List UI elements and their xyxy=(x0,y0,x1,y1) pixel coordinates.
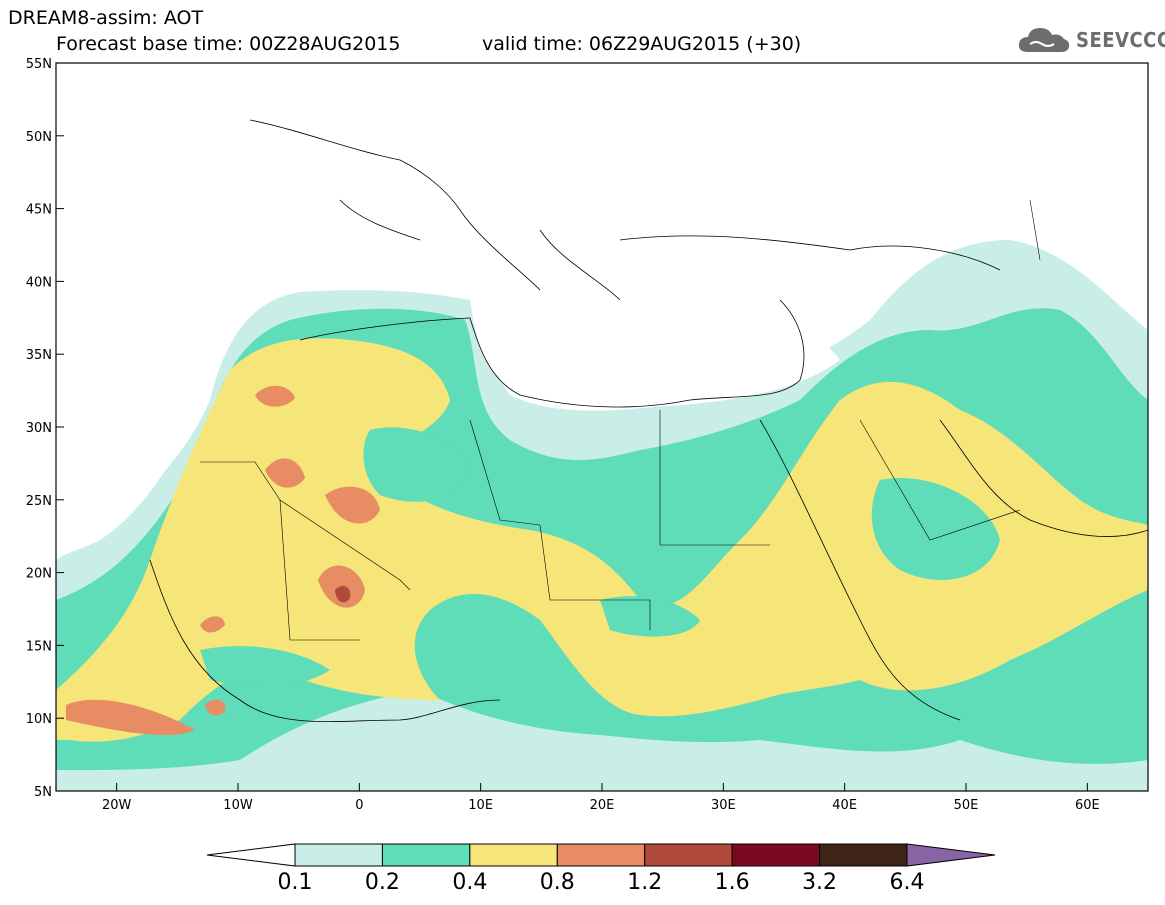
borders xyxy=(200,199,1041,641)
lat-tick-label: 15N xyxy=(26,639,52,654)
aot-band-0.8g xyxy=(205,699,226,716)
lon-tick-label: 30E xyxy=(711,798,736,813)
aot-band-0.8b xyxy=(265,458,305,488)
latitude-ticks: 55N 50N 45N 40N 35N 30N 25N 20N 15N 10N 5N xyxy=(26,57,64,800)
forecast-base-time: Forecast base time: 00Z28AUG2015 xyxy=(56,33,401,55)
cloud-icon xyxy=(1018,28,1070,52)
colorbar-label: 0.8 xyxy=(539,870,575,895)
longitude-ticks: 20W 10W 0 10E 20E 30E 40E 50E 60E xyxy=(102,783,1100,813)
colorbar-low-arrow xyxy=(206,843,296,867)
lon-tick-label: 20W xyxy=(102,798,132,813)
aot-field xyxy=(56,63,1148,791)
lat-tick-label: 30N xyxy=(26,421,52,436)
aot-band-0.8a xyxy=(255,385,295,407)
lat-tick-label: 20N xyxy=(26,567,52,582)
aot-band-0.8c xyxy=(325,486,380,524)
colorbar-swatch xyxy=(819,843,908,867)
lon-tick-label: 60E xyxy=(1075,798,1100,813)
lat-tick-label: 25N xyxy=(26,494,52,509)
colorbar-swatch xyxy=(381,843,471,867)
colorbar-swatch xyxy=(731,843,821,867)
colorbar-label: 1.2 xyxy=(627,870,663,895)
colorbar-label: 3.2 xyxy=(802,870,838,895)
colorbar-swatch xyxy=(294,843,383,867)
colorbar-label: 1.6 xyxy=(714,870,750,895)
colorbar-label: 0.2 xyxy=(364,870,400,895)
lat-tick-label: 35N xyxy=(26,348,52,363)
lon-tick-label: 0 xyxy=(355,798,363,813)
seevccc-logo: SEEVCCC xyxy=(1016,22,1165,58)
lat-tick-label: 50N xyxy=(26,130,52,145)
colorbar-label: 0.4 xyxy=(452,870,488,895)
aot-band-1.2 xyxy=(335,585,351,603)
lon-tick-label: 10E xyxy=(468,798,493,813)
aot-band-0.8f xyxy=(200,616,225,633)
lon-tick-label: 40E xyxy=(832,798,857,813)
lon-tick-label: 10W xyxy=(223,798,253,813)
colorbar-label: 6.4 xyxy=(889,870,925,895)
aot-band-0.8e xyxy=(66,699,195,736)
colorbar-high-arrow xyxy=(906,843,996,867)
lat-tick-label: 45N xyxy=(26,203,52,218)
colorbar xyxy=(206,843,996,867)
colorbar-swatch xyxy=(644,843,733,867)
lat-tick-label: 40N xyxy=(26,275,52,290)
lat-tick-label: 10N xyxy=(26,712,52,727)
map-title: DREAM8-assim: AOT xyxy=(8,7,204,29)
colorbar-swatch xyxy=(556,843,646,867)
valid-time: valid time: 06Z29AUG2015 (+30) xyxy=(482,33,802,55)
aot-band-0.4 xyxy=(56,338,1148,742)
lon-tick-label: 20E xyxy=(590,798,615,813)
logo-text: SEEVCCC xyxy=(1076,28,1165,52)
lon-tick-label: 50E xyxy=(954,798,979,813)
colorbar-label: 0.1 xyxy=(277,870,313,895)
lat-tick-label: 55N xyxy=(26,57,52,72)
colorbar-swatch xyxy=(469,843,558,867)
coastlines xyxy=(149,119,1148,722)
lat-tick-label: 5N xyxy=(34,785,52,800)
